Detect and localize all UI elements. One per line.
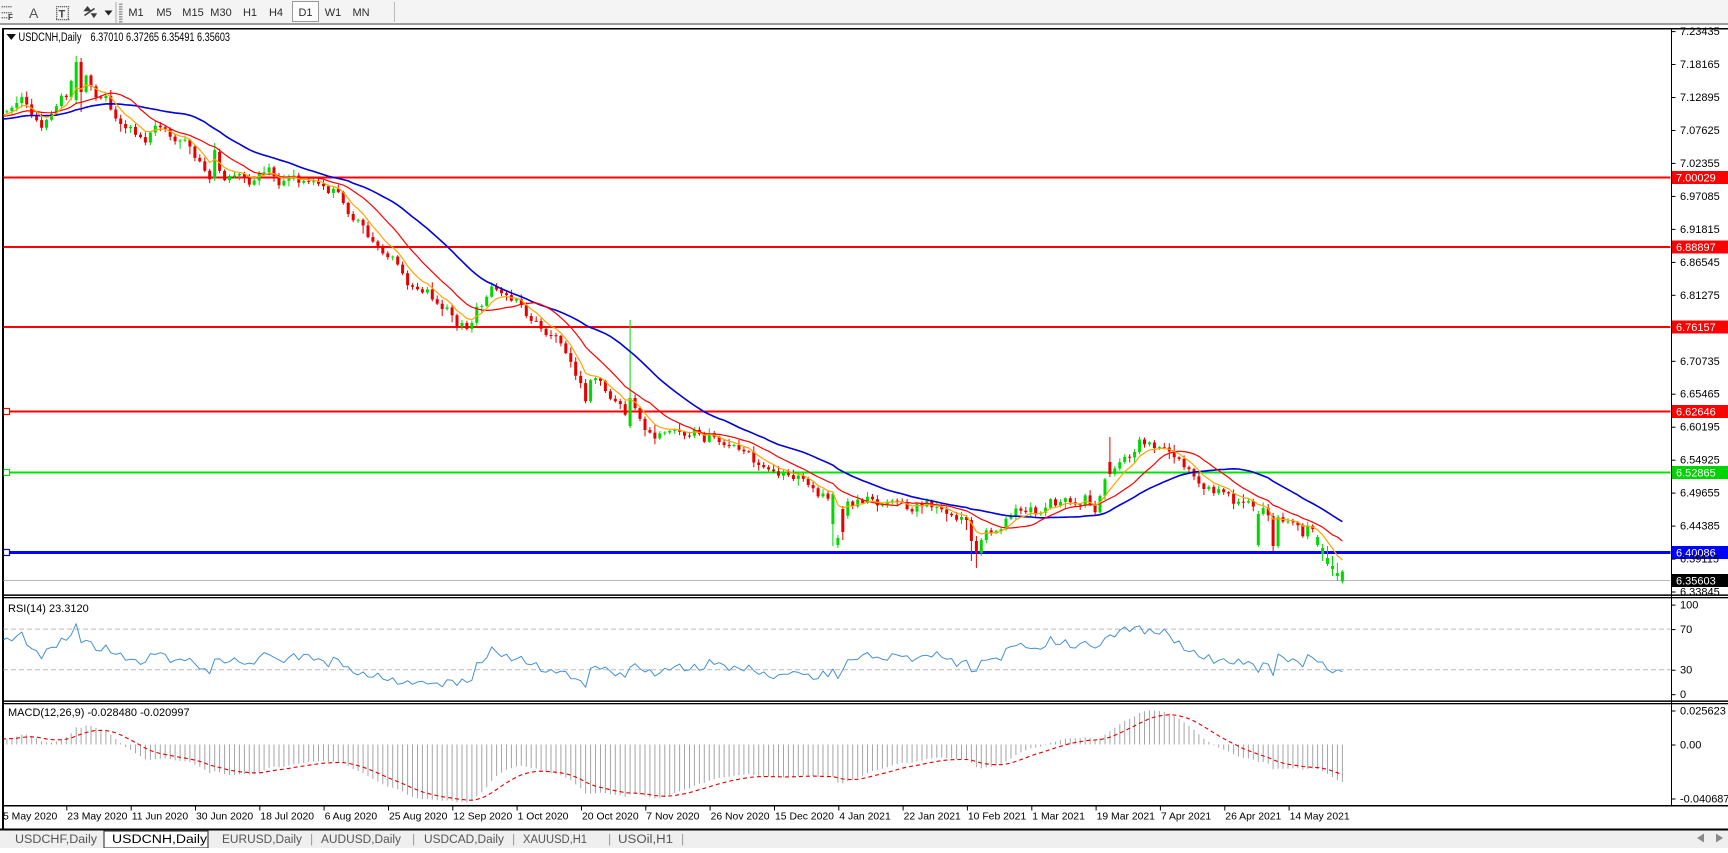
svg-text:6.52865: 6.52865 [1676,468,1716,480]
svg-text:7.12895: 7.12895 [1680,92,1720,104]
svg-text:M30: M30 [210,7,231,19]
svg-text:6.65465: 6.65465 [1680,389,1720,401]
svg-text:7.02355: 7.02355 [1680,158,1720,170]
svg-text:USDCNH,Daily: USDCNH,Daily [19,32,82,44]
svg-text:30: 30 [1680,665,1692,677]
svg-text:USDCAD,Daily: USDCAD,Daily [424,832,505,846]
svg-text:|: | [412,832,415,846]
svg-text:6.76157: 6.76157 [1676,322,1716,334]
svg-text:100: 100 [1680,600,1698,612]
svg-text:7.07625: 7.07625 [1680,125,1720,137]
svg-text:11 Jun 2020: 11 Jun 2020 [132,812,189,823]
svg-text:|: | [681,832,684,846]
svg-text:A: A [29,5,39,21]
svg-text:RSI(14) 23.3120: RSI(14) 23.3120 [8,603,89,615]
svg-text:6.54925: 6.54925 [1680,455,1720,467]
svg-text:23 May 2020: 23 May 2020 [67,812,127,823]
svg-text:H4: H4 [269,7,283,19]
svg-text:-0.040687: -0.040687 [1680,794,1728,806]
svg-text:7 Nov 2020: 7 Nov 2020 [646,812,699,823]
svg-text:USOil,H1: USOil,H1 [618,832,673,846]
svg-text:7.00029: 7.00029 [1676,173,1716,185]
svg-text:6.44385: 6.44385 [1680,521,1720,533]
svg-text:USDCNH,Daily: USDCNH,Daily [112,832,208,846]
svg-text:7 Apr 2021: 7 Apr 2021 [1161,812,1211,823]
svg-text:6.37010 6.37265 6.35491 6.3560: 6.37010 6.37265 6.35491 6.35603 [91,32,231,44]
svg-text:26 Apr 2021: 26 Apr 2021 [1225,812,1281,823]
svg-text:6.86545: 6.86545 [1680,257,1720,269]
svg-text:6.39115: 6.39115 [1680,554,1719,566]
svg-text:MACD(12,26,9) -0.028480 -0.020: MACD(12,26,9) -0.028480 -0.020997 [8,707,190,719]
svg-text:20 Oct 2020: 20 Oct 2020 [582,812,639,823]
svg-text:USDCHF,Daily: USDCHF,Daily [15,832,98,846]
svg-text:|: | [512,832,515,846]
svg-text:7.23435: 7.23435 [1680,26,1720,38]
svg-text:M15: M15 [182,7,203,19]
svg-text:M1: M1 [128,7,143,19]
svg-text:D1: D1 [298,7,312,19]
svg-text:0.025623: 0.025623 [1680,706,1726,718]
svg-text:30 Jun 2020: 30 Jun 2020 [196,812,253,823]
svg-text:5 May 2020: 5 May 2020 [3,812,58,823]
svg-text:6.88897: 6.88897 [1676,242,1716,254]
svg-text:W1: W1 [325,7,342,19]
svg-text:15 Dec 2020: 15 Dec 2020 [775,812,834,823]
svg-text:6.40086: 6.40086 [1676,548,1716,560]
svg-text:26 Nov 2020: 26 Nov 2020 [711,812,770,823]
svg-text:25 Aug 2020: 25 Aug 2020 [389,812,448,823]
svg-text:1 Mar 2021: 1 Mar 2021 [1032,812,1085,823]
svg-text:6.81275: 6.81275 [1680,290,1720,302]
svg-text:|: | [608,832,611,846]
svg-text:6.60195: 6.60195 [1680,422,1720,434]
svg-text:6.70735: 6.70735 [1680,356,1720,368]
svg-text:18 Jul 2020: 18 Jul 2020 [260,812,314,823]
svg-text:12 Sep 2020: 12 Sep 2020 [453,812,512,823]
svg-text:6.49655: 6.49655 [1680,488,1720,500]
svg-text:70: 70 [1680,624,1692,636]
svg-text:10 Feb 2021: 10 Feb 2021 [968,812,1027,823]
svg-text:6.91815: 6.91815 [1680,224,1720,236]
svg-text:M5: M5 [156,7,171,19]
svg-text:AUDUSD,Daily: AUDUSD,Daily [321,832,402,846]
svg-text:7.18165: 7.18165 [1680,59,1720,71]
svg-text:6.97085: 6.97085 [1680,191,1720,203]
svg-text:4 Jan 2021: 4 Jan 2021 [839,812,891,823]
svg-text:0.00: 0.00 [1680,740,1701,752]
svg-text:6.35603: 6.35603 [1676,576,1716,588]
svg-text:19 Mar 2021: 19 Mar 2021 [1097,812,1156,823]
svg-text:F: F [8,13,13,22]
svg-text:H1: H1 [243,7,257,19]
svg-text:6 Aug 2020: 6 Aug 2020 [325,812,378,823]
svg-text:1 Oct 2020: 1 Oct 2020 [518,812,569,823]
svg-text:6.33845: 6.33845 [1680,587,1720,599]
svg-text:EURUSD,Daily: EURUSD,Daily [222,832,303,846]
svg-text:XAUUSD,H1: XAUUSD,H1 [523,832,587,846]
svg-text:T: T [59,9,66,21]
svg-text:MN: MN [352,7,369,19]
svg-text:6.62646: 6.62646 [1676,407,1716,419]
svg-text:14 May 2021: 14 May 2021 [1290,812,1350,823]
svg-text:22 Jan 2021: 22 Jan 2021 [904,812,961,823]
svg-text:0: 0 [1680,689,1686,701]
svg-text:|: | [310,832,313,846]
